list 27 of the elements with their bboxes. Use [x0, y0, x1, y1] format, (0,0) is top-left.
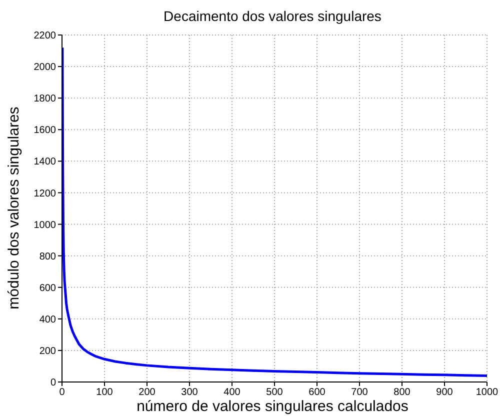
- y-axis-title: módulo dos valores singulares: [6, 106, 22, 310]
- x-tick-label: 1000: [476, 387, 499, 398]
- y-tick-label: 400: [39, 314, 56, 326]
- y-tick-label: 2000: [34, 62, 56, 74]
- y-tick-label: 1200: [34, 188, 56, 200]
- y-tick-label: 1400: [34, 156, 56, 168]
- x-tick-label: 900: [436, 387, 454, 398]
- y-tick-label: 1800: [34, 94, 56, 105]
- y-tick-label: 200: [39, 346, 56, 358]
- x-tick-label: 700: [351, 387, 368, 398]
- x-axis-title: número de valores singulares calculados: [136, 398, 410, 415]
- x-tick-label: 300: [181, 387, 198, 398]
- y-tick-label: 600: [39, 282, 56, 294]
- y-tick-label: 0: [50, 378, 56, 389]
- x-tick-label: 0: [59, 387, 66, 398]
- x-tick-label: 600: [308, 387, 326, 398]
- x-tick-label: 200: [138, 387, 156, 398]
- x-tick-label: 800: [394, 387, 411, 398]
- x-tick-label: 500: [266, 387, 284, 398]
- line-series: [62, 46, 487, 377]
- x-tick-label: 400: [224, 387, 241, 398]
- chart-title: Decaimento dos valores singulares: [162, 8, 382, 24]
- y-tick-label: 1000: [34, 220, 56, 231]
- y-tick-label: 2200: [34, 30, 56, 42]
- x-tick-label: 100: [96, 387, 114, 398]
- y-tick-label: 1600: [34, 125, 56, 136]
- y-tick-label: 800: [39, 251, 56, 262]
